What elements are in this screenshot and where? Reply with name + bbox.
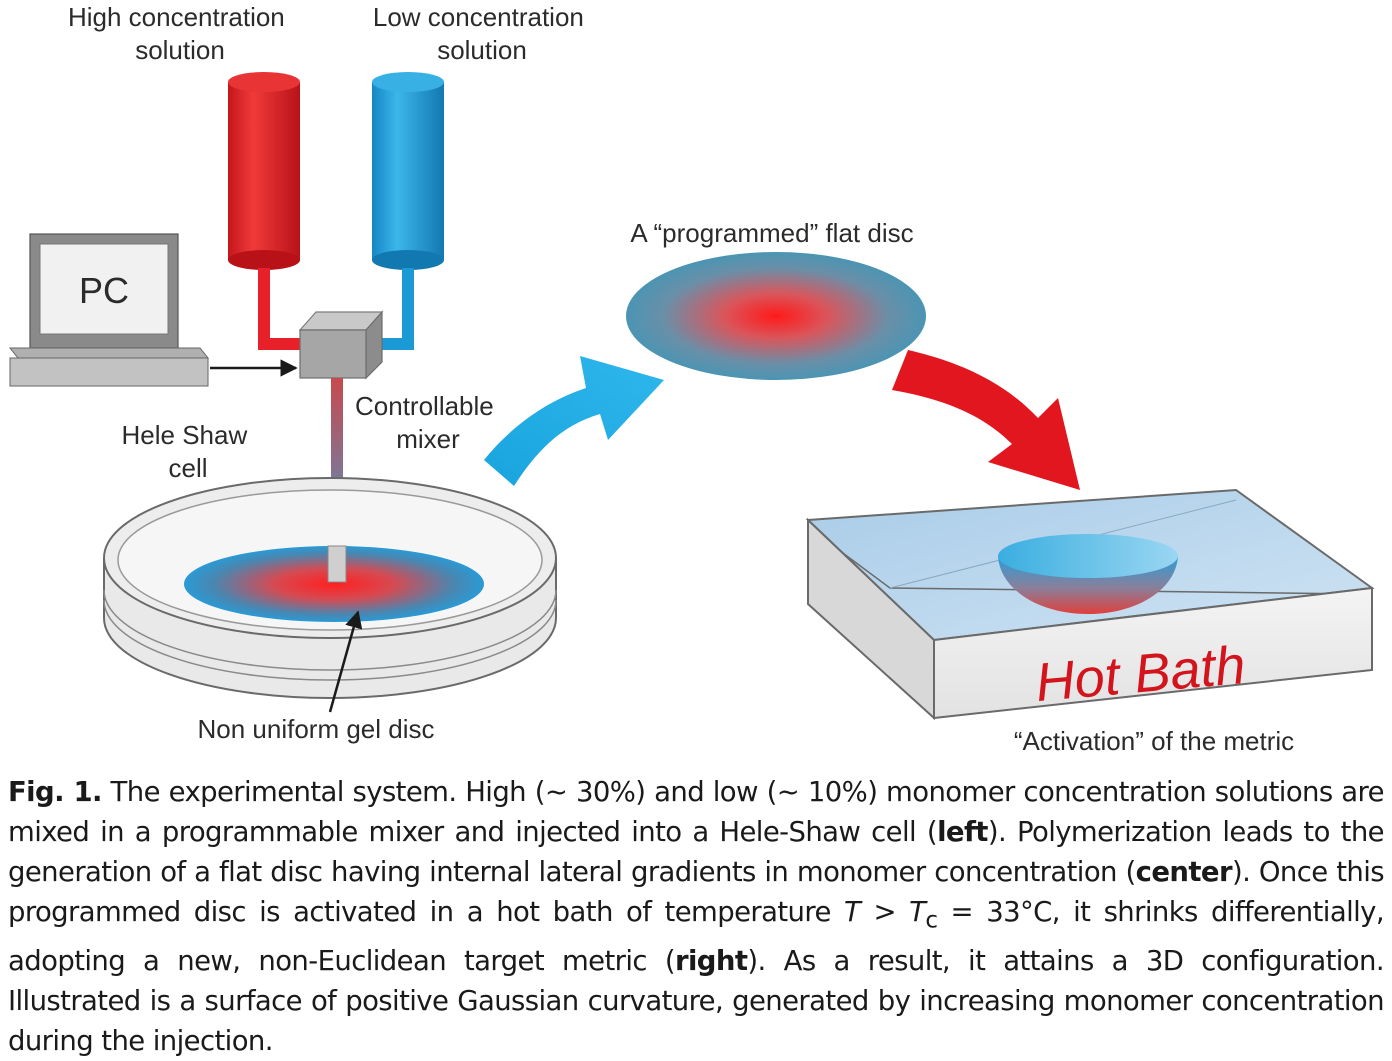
caption-subscript-c: c bbox=[925, 907, 938, 934]
caption-temperature-symbol: T bbox=[844, 896, 861, 928]
caption-right: right bbox=[675, 944, 748, 977]
low-concentration-cylinder bbox=[372, 72, 444, 350]
gel-disc-label: Non uniform gel disc bbox=[198, 714, 435, 744]
low-solution-label: Low concentration solution bbox=[373, 2, 591, 65]
caption-text-5: ). As a result, it attains a 3D configur… bbox=[8, 944, 1385, 1057]
figure-number: Fig. 1. bbox=[8, 776, 102, 808]
hele-shaw-label: Hele Shaw cell bbox=[122, 420, 255, 483]
caption-text-1: The experimental system. High (~ 30%) an… bbox=[8, 776, 1385, 848]
needle-tip bbox=[327, 545, 347, 583]
caption-left: left bbox=[937, 816, 988, 848]
gel-disc-pointer-arrow bbox=[328, 610, 363, 713]
red-curved-arrow bbox=[892, 350, 1080, 490]
mixer-label: Controllable mixer bbox=[355, 391, 501, 454]
figure-caption: Fig. 1. The experimental system. High (~… bbox=[8, 772, 1385, 1061]
caption-text-3: ). Once this programmed disc is activate… bbox=[8, 856, 1385, 928]
caption-critical-temperature-symbol: T bbox=[909, 896, 926, 928]
programmed-flat-disc bbox=[626, 252, 926, 380]
high-solution-label: High concentration solution bbox=[68, 2, 292, 65]
curved-gel-bowl bbox=[998, 534, 1178, 614]
programmed-disc-label: A “programmed” flat disc bbox=[630, 218, 913, 248]
high-concentration-cylinder bbox=[228, 72, 300, 350]
mixer-box bbox=[298, 310, 384, 380]
caption-center: center bbox=[1135, 856, 1233, 888]
caption-text-4: = 33°C, it shrinks differentially, adopt… bbox=[8, 896, 1385, 977]
blue-curved-arrow bbox=[484, 356, 664, 486]
pc-computer bbox=[8, 233, 210, 387]
caption-text-2: ). Polymerization leads to the generatio… bbox=[8, 816, 1385, 888]
pc-label: PC bbox=[79, 270, 129, 311]
caption-greater-than: > bbox=[860, 896, 910, 928]
hot-bath-tray bbox=[805, 488, 1375, 721]
gel-disc bbox=[184, 546, 484, 622]
activation-label: “Activation” of the metric bbox=[1014, 726, 1294, 756]
experimental-system-diagram: High concentration solution Low concentr… bbox=[8, 2, 1375, 756]
